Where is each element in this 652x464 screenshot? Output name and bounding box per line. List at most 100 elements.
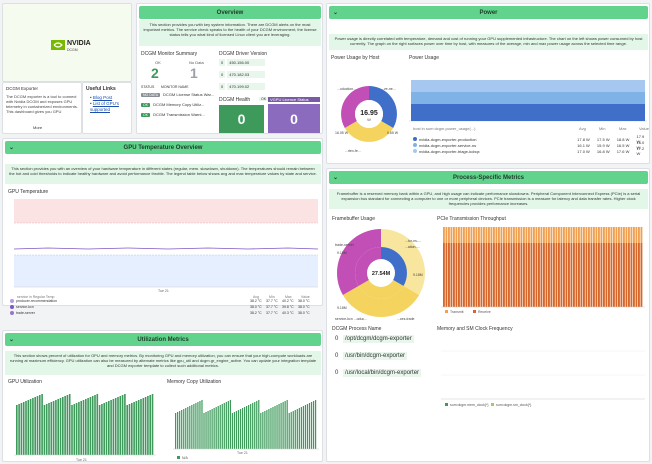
ok-count: 2 [151, 65, 159, 81]
bar [22, 402, 25, 455]
pcie-bar-chart: Transmit Receive [441, 227, 645, 314]
bar [298, 408, 300, 449]
bar-transmit [605, 227, 608, 243]
bar [185, 408, 187, 449]
bar-transmit [468, 227, 470, 243]
health-title: DCGM Health [219, 97, 251, 103]
bar-receive [533, 243, 535, 307]
more-button[interactable]: More [33, 125, 43, 130]
process-row[interactable]: 0/usr/bin/dcgm-exporter [335, 352, 408, 360]
bar-transmit [578, 227, 580, 243]
bar-transmit [573, 227, 575, 243]
framebuffer-sunburst-chart: 27.54M trade-server 9.18M ...tor-ns-... … [335, 229, 425, 321]
clock-title: Memory and SM Clock Frequency [437, 326, 513, 332]
bar [96, 394, 99, 455]
bar-transmit [630, 227, 633, 243]
bar [252, 403, 254, 449]
bar-receive [598, 243, 600, 307]
bar [20, 403, 23, 455]
bar [217, 406, 219, 449]
gpu-list-link[interactable]: List of GPU's supported [90, 101, 119, 112]
bar [225, 402, 227, 449]
table-row[interactable]: nvidia-dcgm-exporter-service-ns 16.1 W 15.… [413, 140, 649, 150]
bar-transmit [475, 227, 478, 243]
bar [207, 411, 209, 449]
bar [189, 406, 191, 449]
gpu-utilization-bars [16, 394, 154, 455]
monitor-row[interactable]: OK DCGM Transmission Warni... [141, 112, 205, 117]
table-row[interactable]: service-kcn 38.0 °C 37.7 °C 39.8 °C 38.0 °C [10, 305, 310, 309]
bar-transmit [460, 227, 463, 243]
bar [36, 396, 39, 455]
bar-receive [528, 243, 530, 307]
bar [52, 401, 55, 455]
bar [272, 407, 274, 449]
donut-slice-service [344, 121, 394, 142]
bar-transmit [620, 227, 623, 243]
bar-transmit [470, 227, 473, 243]
bar-receive [448, 243, 450, 307]
bar [140, 399, 142, 455]
bar [151, 394, 154, 455]
bar-transmit [595, 227, 598, 243]
bar-transmit [528, 227, 530, 243]
process-row[interactable]: 0/usr/local/bin/dcgm-exporter [335, 369, 422, 377]
pcie-legend-receive: Receive [478, 310, 491, 314]
bar-receive [623, 243, 625, 307]
bar-transmit [618, 227, 620, 243]
bar [82, 400, 85, 455]
monitor-row[interactable]: NO DATA DCGM License Status War... [141, 92, 215, 97]
table-row[interactable]: nvidia-dcgm-exporter-production 17.8 W 17.… [413, 134, 649, 144]
bar [254, 402, 256, 449]
process-header[interactable]: ⌄ Process-Specific Metrics [329, 171, 648, 184]
monitor-row[interactable]: OK DCGM Memory Copy Utiliz... [141, 102, 205, 107]
bar [241, 408, 244, 449]
bar-transmit [478, 227, 480, 243]
bar [85, 399, 87, 455]
bar [80, 401, 83, 455]
bar-transmit [640, 227, 643, 243]
bar [270, 408, 272, 449]
power-by-host-title: Power Usage by Host [331, 55, 380, 61]
power-header[interactable]: ⌄ Power [329, 6, 648, 19]
overview-header[interactable]: Overview [139, 6, 321, 19]
bar [260, 413, 262, 449]
bar-transmit [465, 227, 468, 243]
bar [292, 411, 294, 449]
process-row[interactable]: 0/opt/dcgm/dcgm-exporter [335, 335, 414, 343]
bar-receive [443, 243, 445, 307]
bar-transmit [583, 227, 585, 243]
bar-transmit [525, 227, 528, 243]
bar [195, 403, 197, 449]
bar-transmit [483, 227, 485, 243]
bar-receive [580, 243, 583, 307]
table-row[interactable]: producer-recommendation 38.2 °C 37.7 °C 40.… [10, 299, 310, 303]
gpu-temp-line-chart: Tue 21 [13, 199, 319, 293]
gpu-temp-header[interactable]: ⌄ GPU Temperature Overview [5, 141, 321, 154]
power-usage-title: Power Usage [409, 55, 440, 61]
donut-center-value: 16.95 [360, 110, 378, 117]
memory-copy-title: Memory Copy Utilization [167, 379, 222, 385]
bar-receive [500, 243, 503, 307]
blog-post-link[interactable]: Blog Post [92, 95, 113, 100]
bar-transmit [575, 227, 578, 243]
bar [121, 395, 124, 455]
x-tick-label: Tue 21 [237, 451, 248, 455]
bar [66, 395, 69, 455]
bar [45, 404, 48, 455]
process-name-title: DCGM Process Name [332, 326, 382, 332]
bar [175, 413, 177, 449]
bar [239, 409, 242, 449]
bar-transmit [535, 227, 538, 243]
bar [284, 401, 286, 449]
bar-receive [503, 243, 505, 307]
ok-label: OK [155, 60, 161, 65]
utilization-panel: ⌄ Utilization Metrics This section shows … [2, 330, 323, 462]
utilization-header[interactable]: ⌄ Utilization Metrics [5, 333, 321, 346]
gpu-utilization-bar-chart: Tue 21 [14, 394, 156, 461]
bar-receive [618, 243, 620, 307]
bar-transmit [443, 227, 445, 243]
table-row[interactable]: trade-server 38.2 °C 37.7 °C 40.3 °C 38.0 °C [10, 311, 310, 315]
bar-transmit [485, 227, 488, 243]
